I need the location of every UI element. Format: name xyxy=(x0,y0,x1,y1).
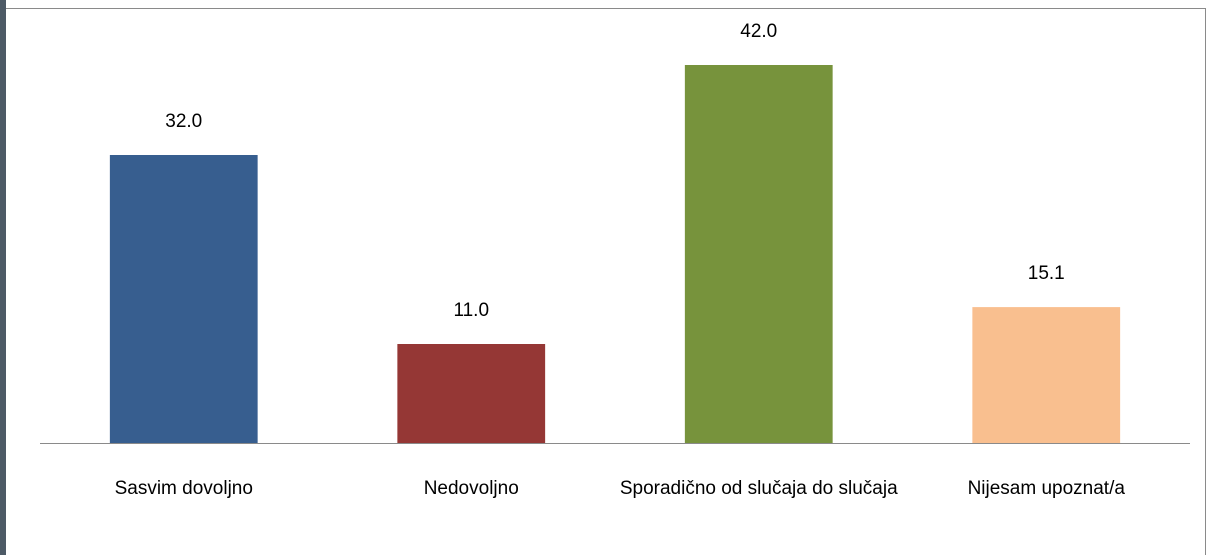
bar xyxy=(972,307,1121,443)
x-tick-label: Sasvim dovoljno xyxy=(114,478,253,499)
x-tick-label: Nedovoljno xyxy=(423,478,519,499)
bar xyxy=(397,344,546,443)
bar xyxy=(109,155,258,443)
data-label: 32.0 xyxy=(165,111,202,132)
x-tick-label: Nijesam upoznat/a xyxy=(967,478,1125,499)
x-tick-label: Sporadično od slučaja do slučaja xyxy=(619,478,898,499)
data-label: 11.0 xyxy=(453,300,489,321)
bar xyxy=(684,65,833,443)
left-edge xyxy=(0,0,6,555)
data-label: 42.0 xyxy=(740,21,777,42)
data-label: 15.1 xyxy=(1028,263,1065,284)
